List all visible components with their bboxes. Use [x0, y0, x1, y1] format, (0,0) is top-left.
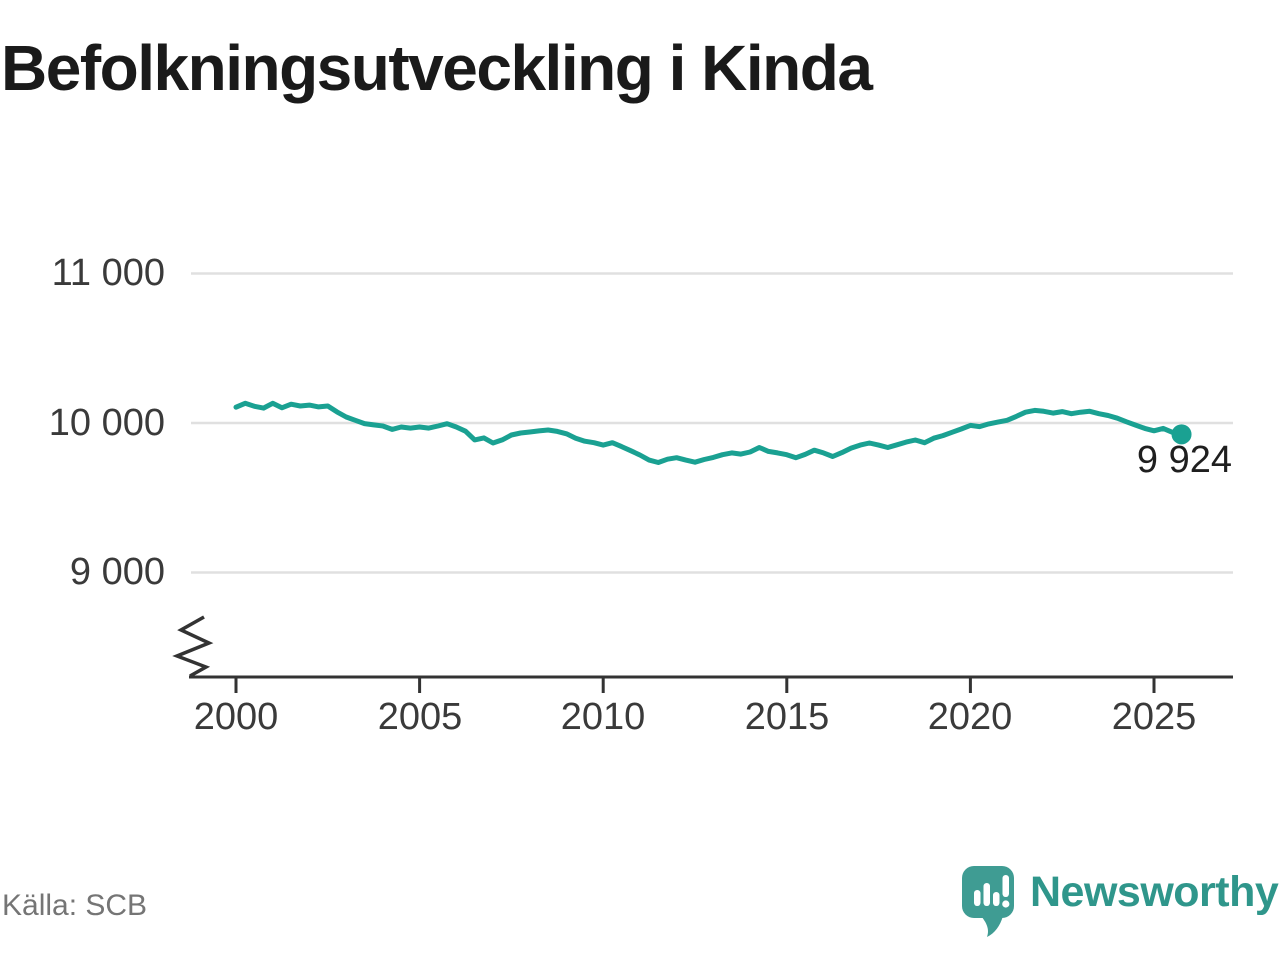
x-axis-tick-label-2025: 2025 — [1111, 696, 1197, 738]
x-axis-tick-label-2000: 2000 — [193, 696, 279, 738]
x-axis-tick-label-2015: 2015 — [744, 696, 830, 738]
x-axis-tick-label-2010: 2010 — [560, 696, 646, 738]
y-axis-tick-label-9000: 9 000 — [69, 551, 165, 593]
x-axis-tick-label-2005: 2005 — [377, 696, 463, 738]
y-axis-tick-label-10000: 10 000 — [48, 402, 165, 444]
newsworthy-logo: Newsworthy — [959, 858, 1279, 948]
source-note: Källa: SCB — [2, 889, 148, 922]
chart-title: Befolkningsutveckling i Kinda — [1, 32, 873, 104]
y-axis-tick-label-11000: 11 000 — [51, 252, 165, 294]
y-axis-break-zigzag — [172, 615, 214, 678]
population-line-series — [233, 400, 1184, 465]
newsworthy-wordmark: Newsworthy — [1030, 868, 1279, 916]
newsworthy-logo-icon — [962, 866, 1014, 937]
series-end-dot — [1171, 424, 1192, 445]
series-end-value-label: 9 924 — [1136, 439, 1232, 481]
x-axis-tick-label-2020: 2020 — [927, 696, 1013, 738]
